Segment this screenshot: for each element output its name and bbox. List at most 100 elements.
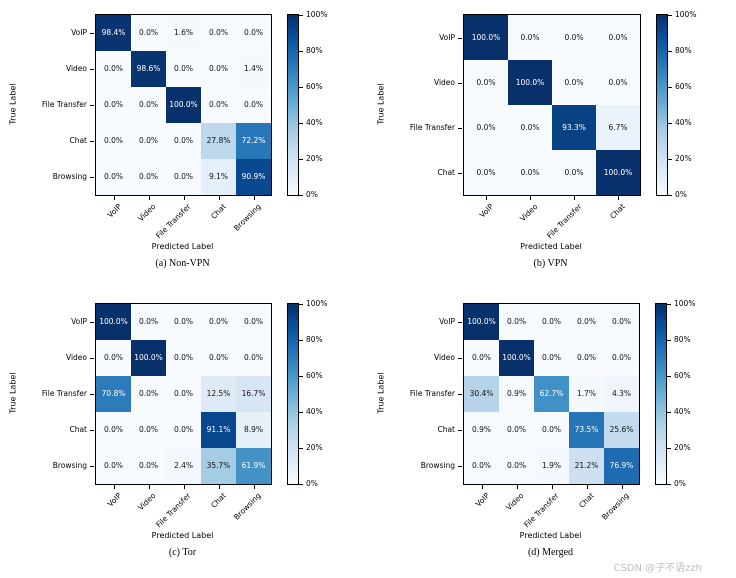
heatmap-cell: 0.0% — [236, 15, 271, 51]
heatmap-cell: 0.0% — [166, 412, 201, 448]
colorbar-tick-label: 60% — [306, 82, 323, 91]
heatmap: 100.0% 0.0% 0.0% 0.0% 0.0% 100.0% 0.0% 0.0% 0.0%… — [463, 14, 641, 196]
y-tick-mark — [90, 394, 94, 395]
heatmap-cell: 100.0% — [596, 150, 640, 195]
heatmap-cell: 0.0% — [499, 412, 534, 448]
colorbar-tick-label: 20% — [674, 443, 691, 452]
x-tick-label: Chat — [209, 491, 228, 510]
colorbar-tick-mark — [667, 484, 671, 485]
heatmap-cell: 0.0% — [96, 87, 131, 123]
subplot-caption: (c) Tor — [168, 547, 197, 558]
colorbar-tick-label: 0% — [306, 479, 318, 488]
x-tick-label: Browsing — [232, 491, 263, 522]
heatmap-cell: 0.0% — [201, 340, 236, 376]
x-tick-mark — [148, 485, 150, 489]
x-tick-mark — [148, 196, 150, 200]
subplot-d-merged: True Label 100.0% 0.0% 0.0% 0.0% 0.0% 0.0% 100… — [368, 289, 736, 578]
heatmap-cell: 100.0% — [499, 340, 534, 376]
y-tick-label: Browsing — [52, 172, 87, 181]
colorbar-tick-label: 80% — [306, 46, 323, 55]
heatmap-cell: 6.7% — [596, 105, 640, 150]
heatmap-cell: 12.5% — [201, 376, 236, 412]
x-tick-mark — [551, 485, 553, 489]
colorbar-tick-label: 80% — [675, 46, 692, 55]
heatmap-cell: 62.7% — [534, 376, 569, 412]
heatmap-cell: 9.1% — [201, 159, 236, 195]
heatmap-cell: 1.6% — [166, 15, 201, 51]
heatmap-cell: 76.9% — [604, 448, 639, 484]
colorbar-tick-mark — [667, 412, 671, 413]
heatmap-cell: 0.0% — [508, 105, 552, 150]
colorbar-tick-mark — [667, 304, 671, 305]
x-tick-mark — [218, 196, 220, 200]
heatmap-cell: 0.0% — [201, 51, 236, 87]
x-tick-mark — [516, 485, 518, 489]
heatmap-cell: 1.9% — [534, 448, 569, 484]
heatmap-cell: 0.0% — [96, 412, 131, 448]
colorbar-tick-mark — [299, 484, 303, 485]
colorbar-tick-mark — [299, 304, 303, 305]
heatmap-cell: 16.7% — [236, 376, 271, 412]
heatmap-cell: 0.0% — [131, 412, 166, 448]
colorbar-tick-mark — [299, 87, 303, 88]
x-tick-label: Video — [518, 202, 540, 224]
x-tick-mark — [113, 485, 115, 489]
heatmap-cell: 0.0% — [96, 123, 131, 159]
heatmap-cell: 100.0% — [464, 15, 508, 60]
y-tick-mark — [90, 322, 94, 323]
heatmap-cell: 0.0% — [96, 340, 131, 376]
colorbar-tick-mark — [668, 195, 672, 196]
y-tick-label: Chat — [437, 167, 455, 177]
x-tick-label: File Transfer — [545, 202, 584, 241]
colorbar-tick-label: 60% — [306, 371, 323, 380]
subplot-a-non-vpn: True Label 98.4% 0.0% 1.6% 0.0% 0.0% 0.0% 98.6… — [0, 0, 368, 289]
colorbar-tick-mark — [299, 448, 303, 449]
heatmap-cell: 2.4% — [166, 448, 201, 484]
heatmap-cell: 0.0% — [569, 304, 604, 340]
x-tick-mark — [586, 485, 588, 489]
y-tick-label: Chat — [69, 136, 87, 145]
heatmap-cell: 25.6% — [604, 412, 639, 448]
x-tick-label: Chat — [608, 202, 628, 221]
heatmap-cell: 27.8% — [201, 123, 236, 159]
heatmap-cell: 0.0% — [131, 448, 166, 484]
heatmap-cell: 0.0% — [236, 87, 271, 123]
heatmap-cell: 0.0% — [534, 304, 569, 340]
x-tick-label: Chat — [209, 202, 228, 221]
heatmap-cell: 98.6% — [131, 51, 166, 87]
heatmap-cell: 0.0% — [604, 340, 639, 376]
heatmap-cell: 0.0% — [131, 15, 166, 51]
heatmap-cell: 0.0% — [464, 448, 499, 484]
subplot-caption: (d) Merged — [527, 547, 574, 558]
x-axis-label: Predicted Label — [151, 242, 214, 251]
y-tick-label: VoIP — [71, 28, 87, 37]
x-tick-label: VoIP — [105, 491, 123, 509]
heatmap-cell: 0.0% — [166, 123, 201, 159]
heatmap-cell: 0.0% — [464, 340, 499, 376]
colorbar-tick-label: 0% — [674, 479, 686, 488]
colorbar-tick-label: 40% — [675, 118, 692, 127]
heatmap-cell: 0.0% — [166, 376, 201, 412]
y-tick-mark — [458, 430, 462, 431]
y-axis-label: True Label — [8, 83, 18, 125]
x-tick-label: Browsing — [232, 202, 263, 233]
heatmap-cell: 1.4% — [236, 51, 271, 87]
heatmap-cell: 21.2% — [569, 448, 604, 484]
heatmap-cell: 0.0% — [166, 340, 201, 376]
colorbar — [287, 303, 299, 485]
heatmap-cell: 0.0% — [166, 51, 201, 87]
heatmap-cell: 35.7% — [201, 448, 236, 484]
colorbar — [655, 303, 667, 485]
y-tick-mark — [458, 82, 462, 84]
heatmap-cell: 0.0% — [201, 15, 236, 51]
colorbar-tick-label: 0% — [306, 190, 318, 199]
colorbar-tick-mark — [668, 87, 672, 88]
heatmap-cell: 0.0% — [166, 304, 201, 340]
colorbar-tick-mark — [668, 159, 672, 160]
y-tick-mark — [458, 466, 462, 467]
x-tick-label: Video — [136, 202, 158, 224]
heatmap-cell: 0.0% — [96, 159, 131, 195]
x-tick-label: Video — [504, 491, 526, 513]
colorbar — [656, 14, 668, 196]
